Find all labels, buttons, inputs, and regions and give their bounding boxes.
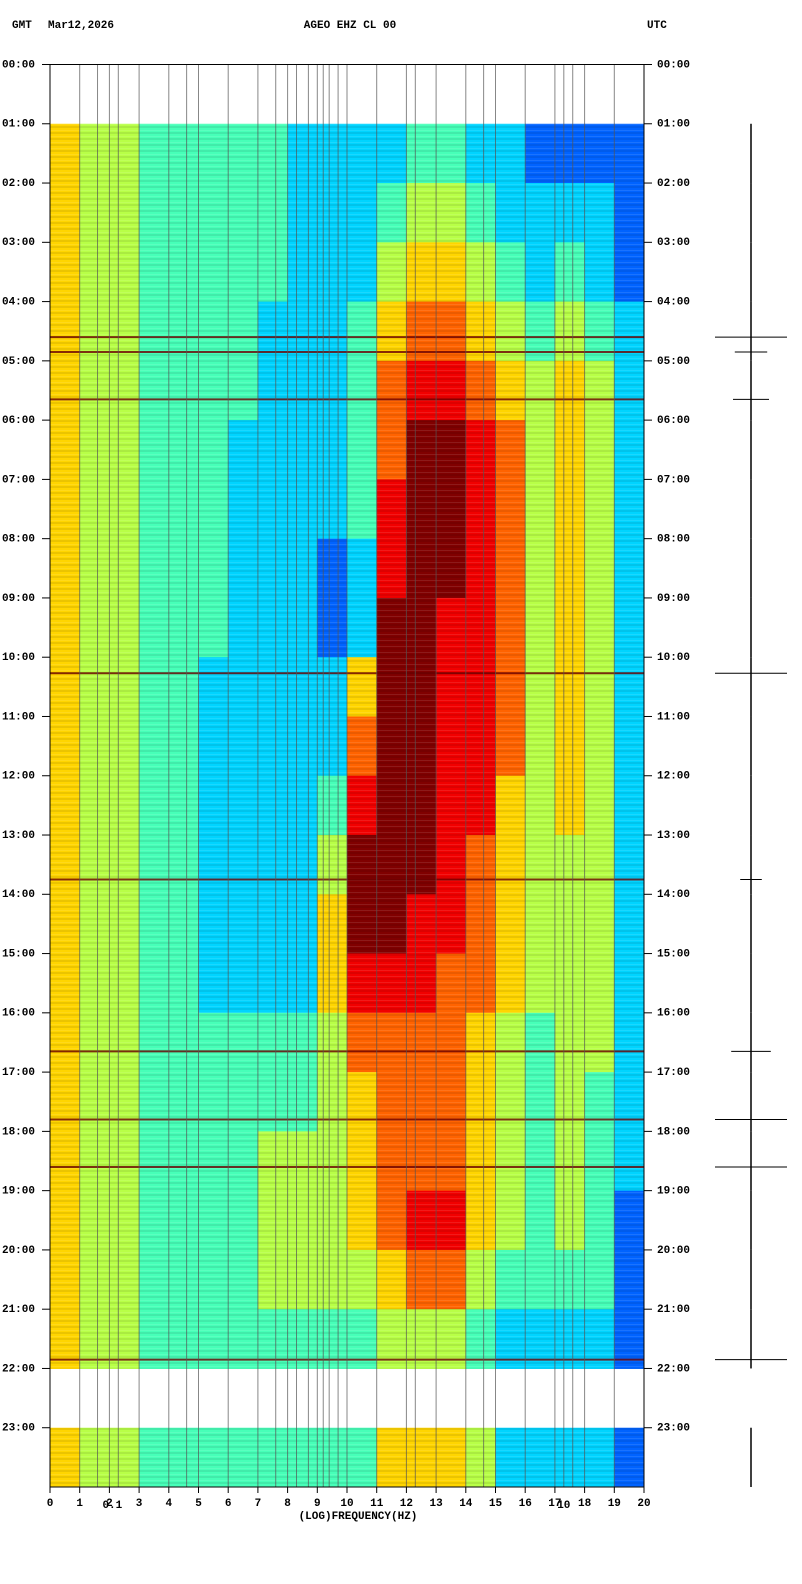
y-tick-label: 11:00 [2,711,35,723]
log-x-tick-label: 0.1 [102,1500,122,1512]
y-tick-label-right: 15:00 [657,948,690,960]
x-tick-label: 11 [370,1498,384,1510]
y-tick-label: 01:00 [2,119,35,131]
y-tick-label-right: 10:00 [657,652,690,664]
x-tick-label: 7 [255,1498,262,1510]
y-tick-label-right: 17:00 [657,1067,690,1079]
y-tick-label: 03:00 [2,237,35,249]
y-tick-label-right: 02:00 [657,178,690,190]
x-tick-label: 6 [225,1498,232,1510]
x-tick-label: 2 [106,1498,113,1510]
y-tick-label: 09:00 [2,593,35,605]
x-tick-label: 20 [637,1498,650,1510]
x-tick-label: 8 [284,1498,291,1510]
y-tick-label-right: 01:00 [657,119,690,131]
x-tick-label: 19 [608,1498,621,1510]
y-tick-label-right: 09:00 [657,593,690,605]
y-tick-label-right: 07:00 [657,474,690,486]
log-x-tick-label: 10 [557,1500,570,1512]
x-tick-label: 15 [489,1498,503,1510]
y-tick-label: 06:00 [2,415,35,427]
y-tick-label-right: 11:00 [657,711,690,723]
x-tick-label: 4 [165,1498,172,1510]
y-tick-label-right: 03:00 [657,237,690,249]
y-tick-label: 08:00 [2,534,35,546]
x-tick-label: 17 [548,1498,561,1510]
y-tick-label: 10:00 [2,652,35,664]
y-tick-label: 15:00 [2,948,35,960]
header-left: GMT [12,20,32,32]
y-tick-label: 18:00 [2,1126,35,1138]
x-tick-label: 12 [400,1498,413,1510]
x-tick-label: 0 [47,1498,54,1510]
y-tick-label-right: 19:00 [657,1186,690,1198]
x-tick-label: 18 [578,1498,592,1510]
y-tick-label: 23:00 [2,1423,35,1435]
y-tick-label-right: 14:00 [657,889,690,901]
y-tick-label-right: 18:00 [657,1126,690,1138]
header-date: Mar12,2026 [48,20,114,32]
y-tick-label-right: 23:00 [657,1423,690,1435]
x-axis-label: (LOG)FREQUENCY(HZ) [299,1511,418,1523]
x-tick-label: 10 [340,1498,353,1510]
y-tick-label: 17:00 [2,1067,35,1079]
x-tick-label: 3 [136,1498,143,1510]
y-tick-label-right: 20:00 [657,1245,690,1257]
y-tick-label: 14:00 [2,889,35,901]
y-tick-label-right: 13:00 [657,830,690,842]
header-right: UTC [647,20,667,32]
y-tick-label: 00:00 [2,59,35,71]
y-tick-label: 21:00 [2,1304,35,1316]
y-tick-label: 05:00 [2,356,35,368]
y-tick-label-right: 16:00 [657,1008,690,1020]
y-tick-label-right: 05:00 [657,356,690,368]
y-tick-label: 07:00 [2,474,35,486]
y-tick-label-right: 00:00 [657,59,690,71]
x-tick-label: 14 [459,1498,473,1510]
x-tick-label: 1 [76,1498,83,1510]
y-tick-label-right: 21:00 [657,1304,690,1316]
x-tick-label: 5 [195,1498,202,1510]
y-tick-label: 02:00 [2,178,35,190]
y-tick-label: 04:00 [2,296,35,308]
y-tick-label: 12:00 [2,771,35,783]
y-tick-label-right: 06:00 [657,415,690,427]
chart-title: AGEO EHZ CL 00 [304,20,396,32]
x-tick-label: 9 [314,1498,321,1510]
y-tick-label: 22:00 [2,1363,35,1375]
x-tick-label: 13 [429,1498,443,1510]
y-tick-label: 20:00 [2,1245,35,1257]
y-tick-label: 19:00 [2,1186,35,1198]
y-tick-label-right: 12:00 [657,771,690,783]
y-tick-label: 13:00 [2,830,35,842]
y-tick-label-right: 04:00 [657,296,690,308]
y-tick-label: 16:00 [2,1008,35,1020]
x-tick-label: 16 [519,1498,532,1510]
y-tick-label-right: 08:00 [657,534,690,546]
y-tick-label-right: 22:00 [657,1363,690,1375]
